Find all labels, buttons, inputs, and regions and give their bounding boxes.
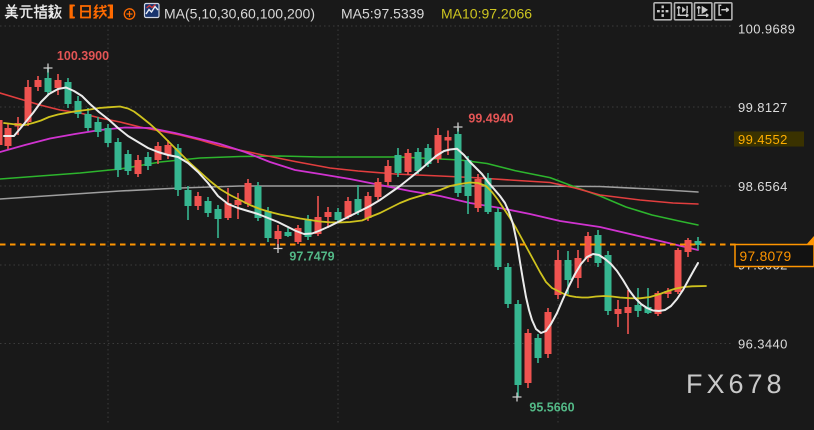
svg-text:99.8127: 99.8127 [738, 100, 788, 115]
svg-text:96.3440: 96.3440 [738, 336, 788, 351]
svg-text:97.8079: 97.8079 [740, 249, 792, 264]
svg-text:98.6564: 98.6564 [738, 179, 788, 194]
svg-text:97.7479: 97.7479 [289, 250, 334, 264]
svg-text:95.5660: 95.5660 [529, 401, 574, 415]
svg-text:99.4940: 99.4940 [468, 112, 513, 126]
svg-text:100.9689: 100.9689 [738, 21, 795, 36]
svg-text:MA(5,10,30,60,100,200): MA(5,10,30,60,100,200) [164, 5, 315, 21]
svg-text:99.4552: 99.4552 [738, 132, 788, 147]
svg-text:FX678: FX678 [686, 369, 786, 399]
svg-text:100.3900: 100.3900 [57, 49, 109, 63]
svg-text:MA5:97.5339: MA5:97.5339 [341, 5, 424, 21]
svg-text:MA10:97.2066: MA10:97.2066 [441, 5, 532, 21]
